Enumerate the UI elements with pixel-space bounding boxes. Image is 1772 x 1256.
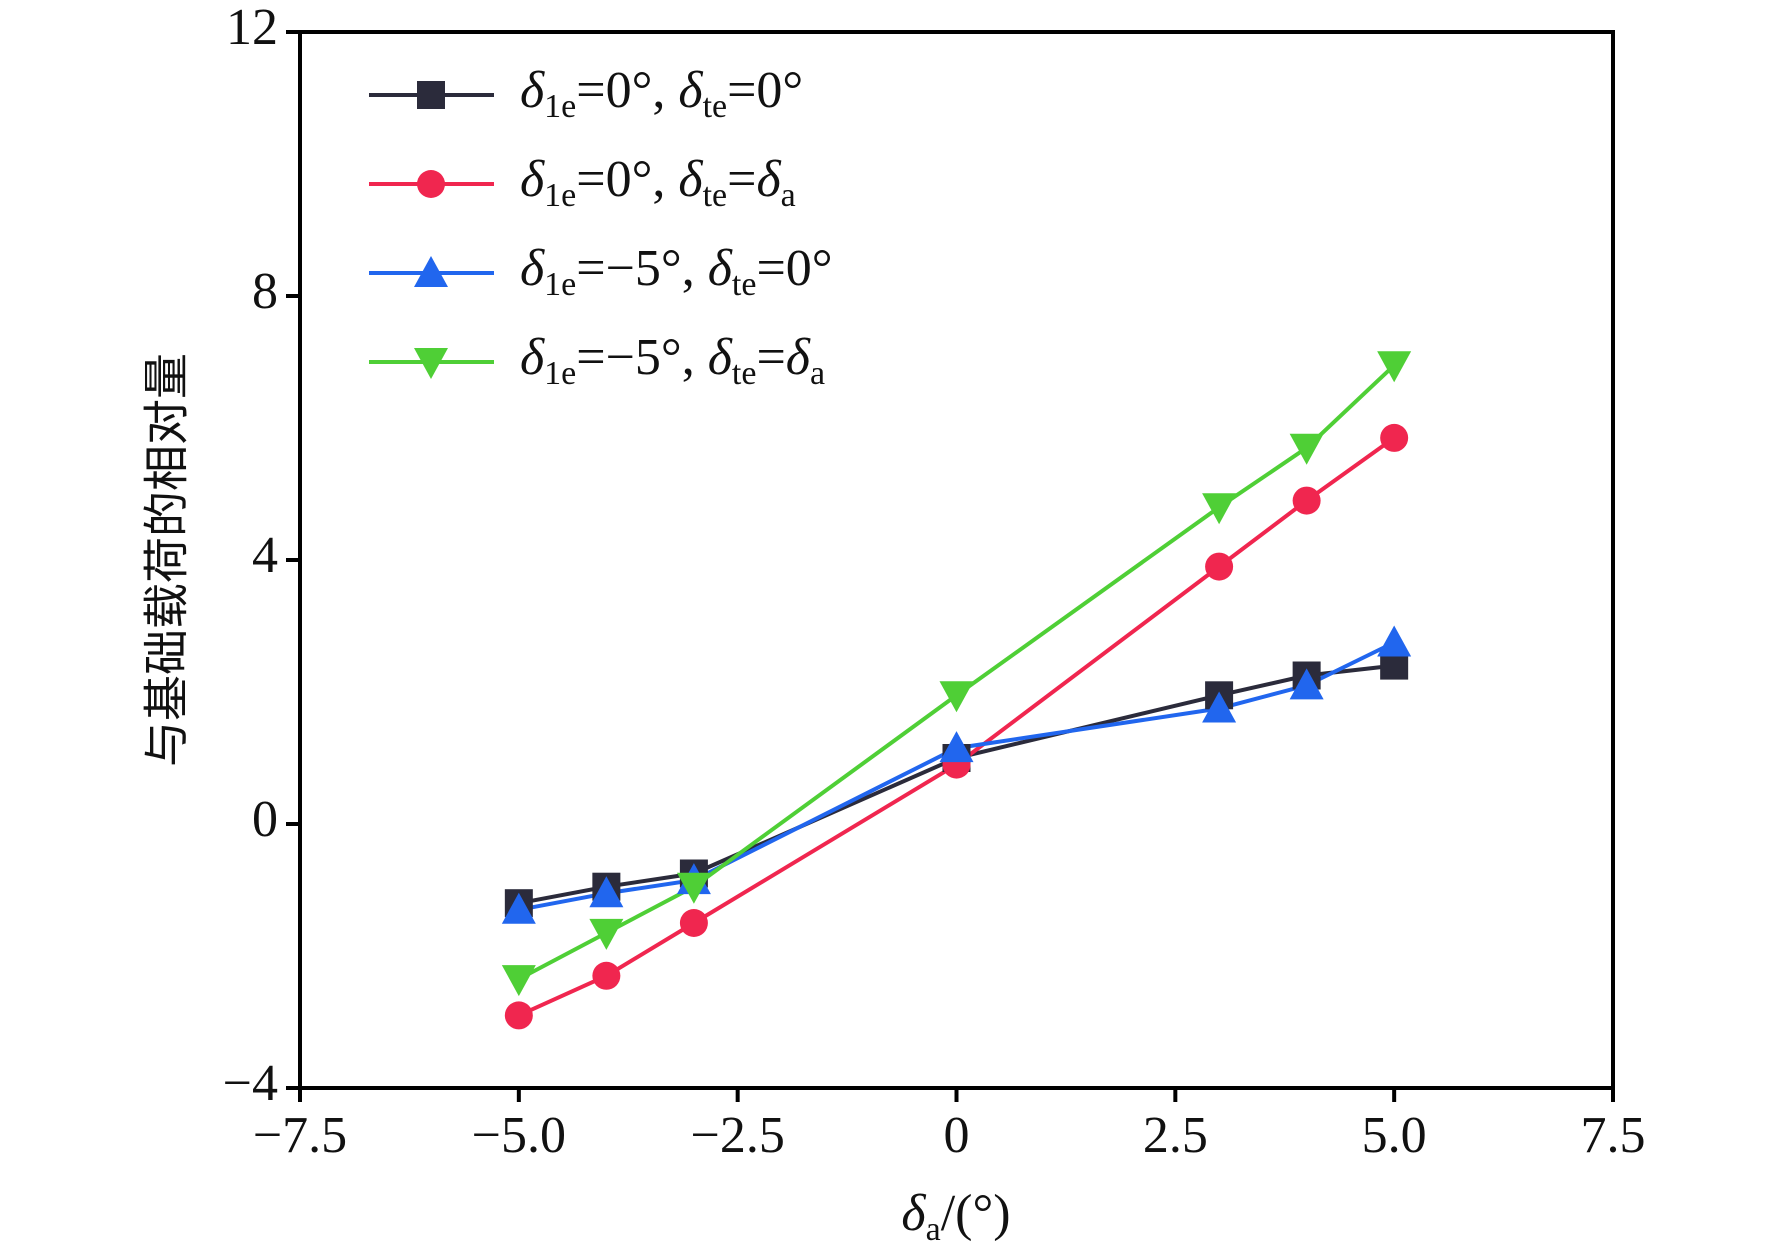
legend-marker [417,170,445,198]
marker [1377,625,1412,657]
marker [679,909,708,937]
marker [939,681,974,713]
marker [1377,351,1412,383]
x-tick-label: −7.5 [253,1107,347,1164]
marker [1202,493,1237,525]
marker [592,961,621,990]
legend-label: δ1e=−5°, δte=δa [520,329,825,392]
marker [1205,552,1234,581]
legend-label: δ1e=−5°, δte=0° [520,240,833,303]
y-tick-label: 0 [252,791,278,848]
marker [504,1001,533,1030]
marker [501,892,536,924]
x-tick-label: 5.0 [1362,1107,1427,1164]
plot-frame [298,30,1615,1090]
x-tick-label: 2.5 [1143,1107,1208,1164]
x-tick-label: 7.5 [1581,1107,1646,1164]
y-tick-label: −4 [223,1055,278,1112]
marker [1202,691,1237,723]
y-tick-label: 4 [252,527,278,584]
marker [1289,433,1324,465]
legend-label: δ1e=0°, δte=δa [520,151,796,214]
x-axis-label: δa/(°) [901,1185,1010,1248]
y-axis-label: 与基础载荷的相对量 [140,353,194,767]
marker [501,965,536,997]
legend-marker [417,81,445,109]
y-tick-label: 12 [226,0,278,56]
legend-marker [414,256,448,287]
marker [1380,423,1409,452]
y-tick-label: 8 [252,263,278,320]
marker [589,876,624,908]
x-tick-label: −5.0 [472,1107,566,1164]
marker [589,918,624,950]
legend-marker [414,348,448,379]
marker [1289,668,1324,700]
x-tick-label: 0 [944,1107,970,1164]
marker [939,731,974,763]
marker [1292,486,1321,515]
series-line [518,436,1396,1018]
marker [676,872,711,904]
x-tick-label: −2.5 [691,1107,785,1164]
legend-label: δ1e=0°, δte=0° [520,62,803,125]
